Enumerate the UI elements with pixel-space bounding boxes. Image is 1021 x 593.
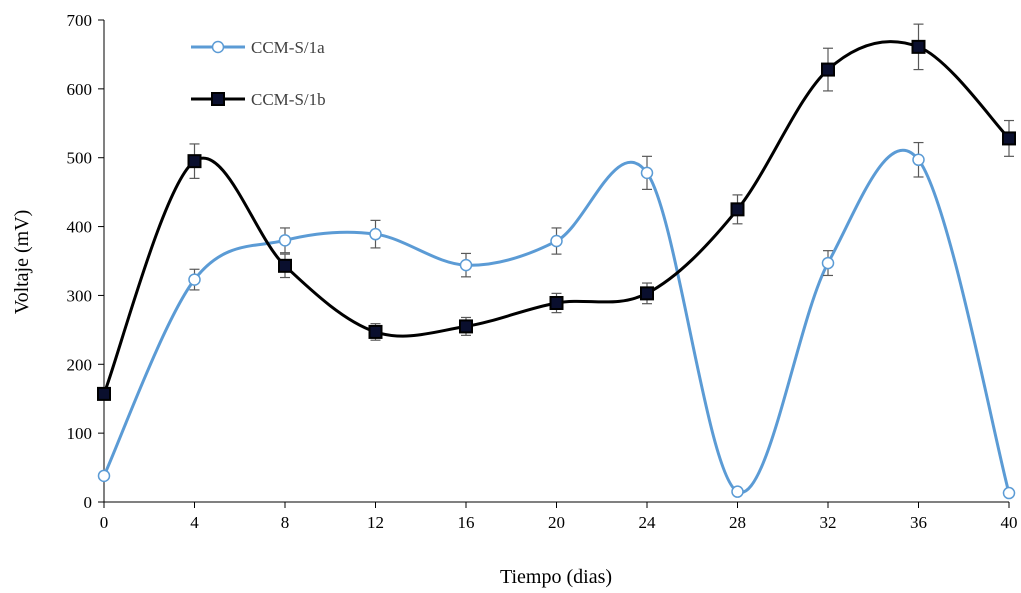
y-tick-label: 700 [67,11,93,30]
x-tick-label: 0 [100,513,109,532]
legend-label: CCM-S/1b [251,90,326,109]
y-axis-title: Voltaje (mV) [11,210,33,315]
data-point [821,62,835,77]
legend-label: CCM-S/1a [251,38,325,57]
data-point [369,227,382,241]
y-tick-label: 200 [67,355,93,374]
series-layer [97,23,1016,500]
y-tick-label: 300 [67,286,93,305]
legend-marker [211,40,225,54]
data-point [278,234,292,247]
x-axis-ticks: 0 4 8 12 16 20 24 28 32 36 40 [100,502,1018,532]
y-tick-label: 600 [67,80,93,99]
legend: CCM-S/1a CCM-S/1b [191,38,326,109]
data-point [97,469,111,483]
x-tick-label: 20 [548,513,565,532]
data-point [911,39,926,54]
series-line [102,40,1011,395]
x-tick-label: 32 [820,513,837,532]
data-point [459,258,473,272]
data-point [278,258,292,273]
x-tick-label: 36 [910,513,927,532]
y-tick-label: 100 [67,424,93,443]
data-point [97,386,111,401]
data-point [187,154,202,169]
data-point [459,319,473,334]
data-point [1002,486,1016,500]
data-point [188,273,201,286]
series-line [102,148,1011,494]
series-1 [97,141,1016,500]
data-point [550,234,563,248]
x-tick-label: 4 [190,513,199,532]
data-point [912,153,925,167]
data-point [731,485,744,498]
data-point [730,202,745,217]
data-point [1002,131,1016,146]
data-point [368,324,383,339]
axes [103,20,1009,503]
x-tick-label: 12 [367,513,384,532]
legend-marker [211,92,225,106]
x-tick-label: 8 [281,513,290,532]
y-axis-ticks: 0 100 200 300 400 500 600 700 [67,11,104,512]
y-tick-label: 0 [84,493,93,512]
data-point [640,166,654,180]
x-tick-label: 28 [729,513,746,532]
series-2 [97,23,1016,401]
x-tick-label: 40 [1001,513,1018,532]
x-axis-title: Tiempo (dias) [500,566,612,588]
data-point [821,256,835,270]
x-tick-label: 16 [458,513,475,532]
y-tick-label: 400 [67,218,93,237]
data-point [640,286,654,301]
y-tick-label: 500 [67,149,93,168]
x-tick-label: 24 [639,513,657,532]
data-point [549,296,564,311]
